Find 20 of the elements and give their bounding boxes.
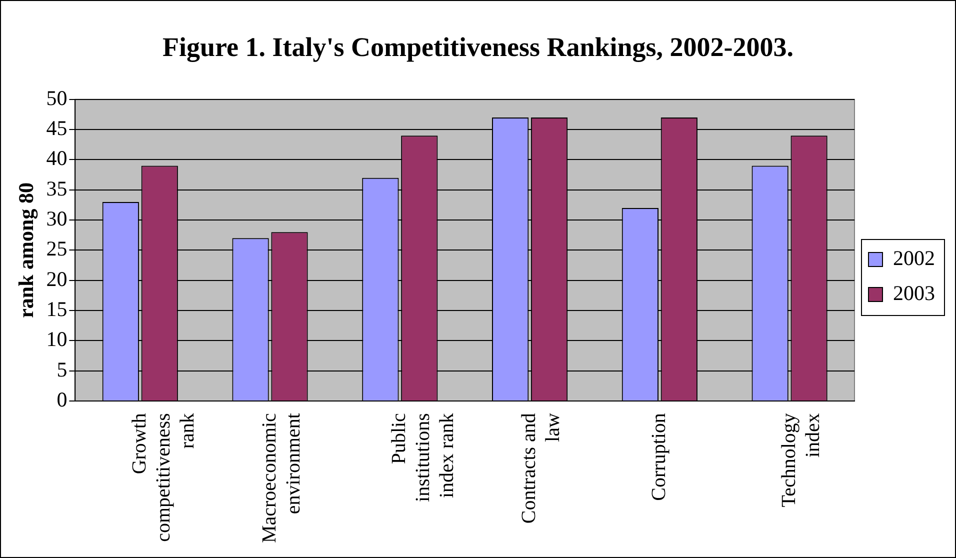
- x-tick-label: Public institutions index rank: [388, 412, 458, 502]
- y-tick-label: 0: [56, 388, 68, 412]
- x-tick-label: Technology index: [778, 413, 824, 508]
- x-tick-label: Growth competitiveness rank: [128, 412, 198, 542]
- x-tick-label: Contracts and law: [518, 412, 564, 524]
- y-tick-label: 50: [46, 86, 68, 110]
- y-tick-label: 20: [46, 266, 68, 291]
- x-tick-label: Corruption: [648, 413, 670, 501]
- y-tick-label: 25: [46, 236, 68, 261]
- legend-label: 2002: [893, 246, 935, 270]
- y-axis-title: rank among 80: [14, 182, 38, 318]
- y-tick-label: 10: [46, 327, 68, 352]
- chart-title: Figure 1. Italy's Competitiveness Rankings, 2002-2003.: [162, 32, 794, 62]
- y-tick-label: 40: [46, 146, 68, 170]
- y-tick-label: 45: [46, 116, 68, 140]
- legend-label: 2003: [893, 281, 935, 306]
- y-tick-label: 35: [46, 176, 68, 200]
- y-tick-label: 30: [46, 206, 68, 231]
- y-tick-label: 5: [56, 357, 68, 382]
- y-tick-label: 15: [46, 297, 68, 322]
